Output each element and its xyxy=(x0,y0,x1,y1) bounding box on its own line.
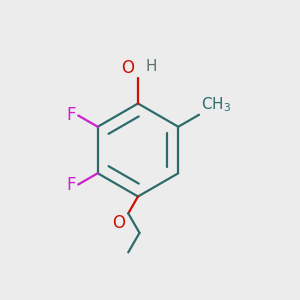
Text: O: O xyxy=(112,214,125,232)
Text: CH$_3$: CH$_3$ xyxy=(201,95,231,113)
Text: F: F xyxy=(66,106,76,124)
Text: H: H xyxy=(146,59,157,74)
Text: F: F xyxy=(66,176,76,194)
Text: O: O xyxy=(122,59,134,77)
